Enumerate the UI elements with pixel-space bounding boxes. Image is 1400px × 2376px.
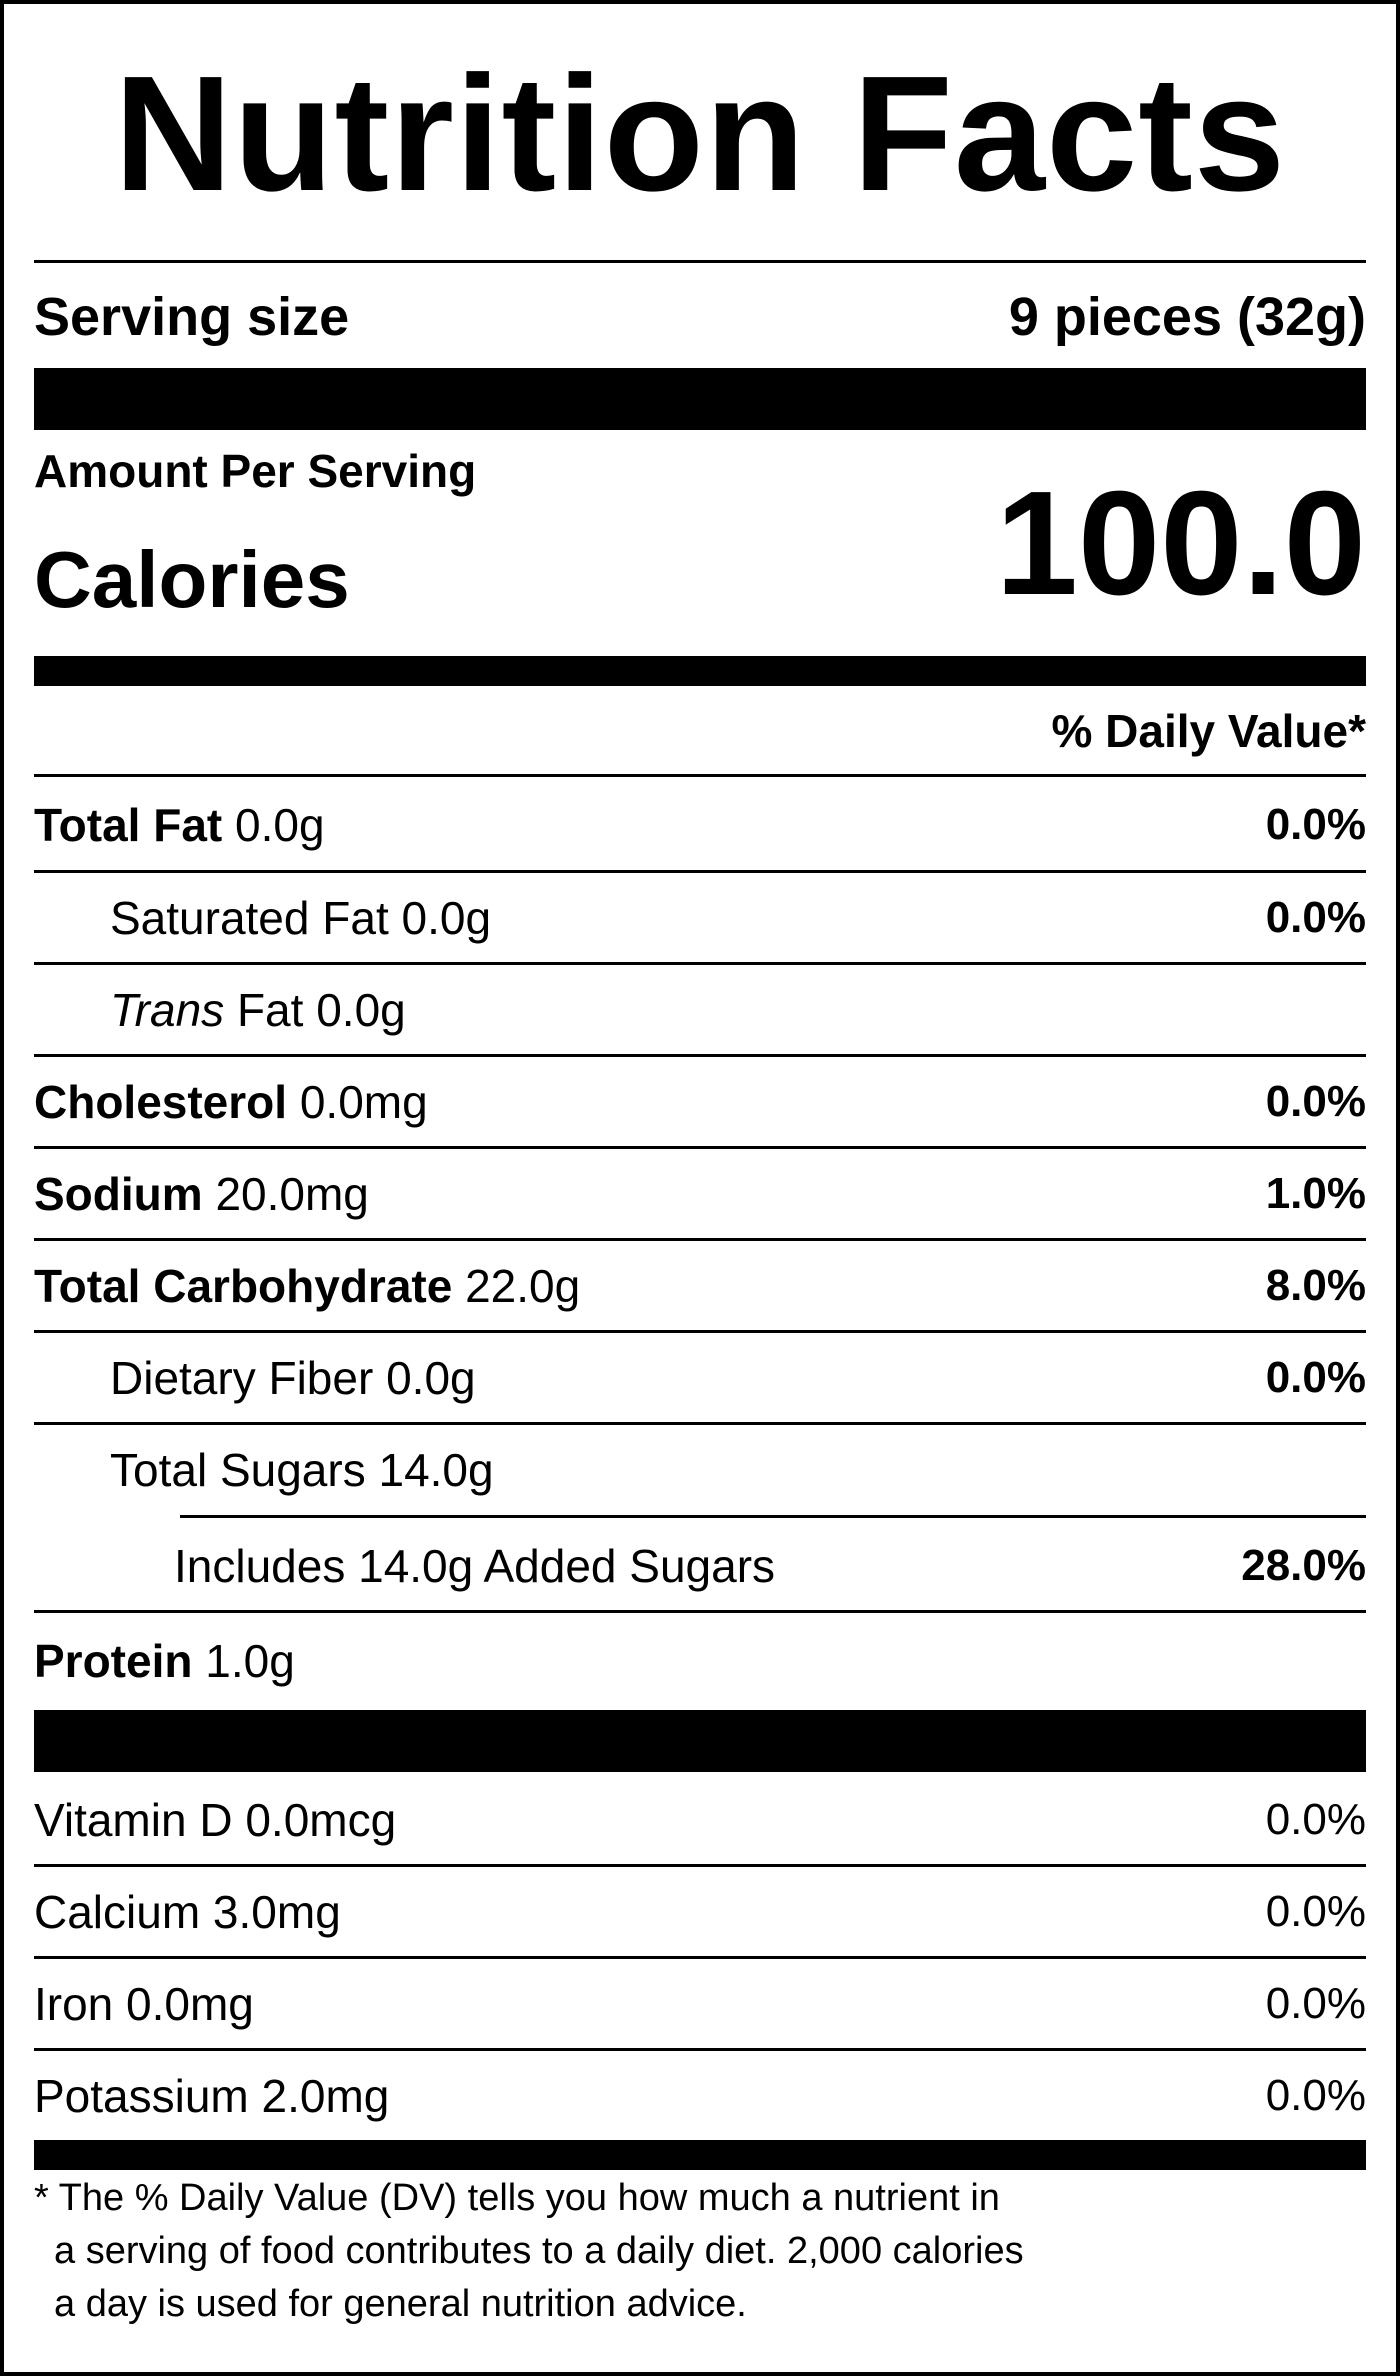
divider xyxy=(34,1864,1366,1867)
nutrient-name: Trans xyxy=(110,984,225,1036)
serving-size-row: Serving size 9 pieces (32g) xyxy=(34,272,1366,362)
vitamin-row-vitamin-d: Vitamin D 0.0mcg 0.0% xyxy=(34,1775,1366,1865)
medium-divider xyxy=(34,2140,1366,2170)
nutrient-name-suffix: Fat xyxy=(236,984,304,1036)
nutrient-row-added-sugars: Includes 14.0g Added Sugars 28.0% xyxy=(34,1521,1366,1611)
nutrient-name: Dietary Fiber xyxy=(110,1352,374,1404)
serving-size-value: 9 pieces (32g) xyxy=(1008,287,1366,347)
nutrient-amount: 0.0g xyxy=(386,1352,476,1404)
vitamin-dv: 0.0% xyxy=(1265,1887,1366,1936)
nutrient-row-total-carbohydrate: Total Carbohydrate 22.0g 8.0% xyxy=(34,1241,1366,1331)
vitamin-row-iron: Iron 0.0mg 0.0% xyxy=(34,1959,1366,2049)
vitamin-text: Calcium 3.0mg xyxy=(34,1886,341,1938)
nutrient-row-cholesterol: Cholesterol 0.0mg 0.0% xyxy=(34,1057,1366,1147)
divider xyxy=(34,870,1366,873)
nutrient-name: Sodium xyxy=(34,1168,203,1220)
nutrient-name: Total Carbohydrate xyxy=(34,1260,453,1312)
footnote-line: a day is used for general nutrition advi… xyxy=(54,2283,747,2325)
divider xyxy=(34,774,1366,777)
nutrient-amount: 0.0g xyxy=(401,892,492,944)
nutrient-row-saturated-fat: Saturated Fat 0.0g 0.0% xyxy=(34,873,1366,963)
nutrient-amount: 1.0g xyxy=(205,1635,295,1687)
nutrient-name: Saturated Fat xyxy=(110,892,389,944)
divider xyxy=(34,1422,1366,1425)
nutrient-amount: 0.0mg xyxy=(299,1076,428,1128)
footnote: * The % Daily Value (DV) tells you how m… xyxy=(34,2172,1234,2331)
vitamin-dv: 0.0% xyxy=(1265,1979,1366,2028)
thick-divider xyxy=(34,1710,1366,1772)
daily-value-header: % Daily Value* xyxy=(1051,705,1367,757)
nutrient-dv: 1.0% xyxy=(1265,1169,1366,1218)
nutrient-row-total-fat: Total Fat 0.0g 0.0% xyxy=(34,780,1366,870)
divider xyxy=(34,260,1366,263)
nutrient-amount: 22.0g xyxy=(465,1260,581,1312)
footnote-line: * The % Daily Value (DV) tells you how m… xyxy=(34,2177,1000,2219)
nutrient-text: Includes 14.0g Added Sugars xyxy=(174,1540,776,1592)
nutrient-name: Total Fat xyxy=(34,799,223,851)
calories-label: Calories xyxy=(34,535,350,624)
vitamin-row-calcium: Calcium 3.0mg 0.0% xyxy=(34,1867,1366,1957)
vitamin-text: Vitamin D 0.0mcg xyxy=(34,1794,397,1846)
divider xyxy=(34,1610,1366,1613)
nutrient-dv: 28.0% xyxy=(1241,1541,1366,1590)
nutrient-row-sodium: Sodium 20.0mg 1.0% xyxy=(34,1149,1366,1239)
nutrient-dv: 0.0% xyxy=(1265,1353,1366,1402)
vitamin-row-potassium: Potassium 2.0mg 0.0% xyxy=(34,2051,1366,2141)
nutrient-dv: 0.0% xyxy=(1265,800,1366,849)
divider xyxy=(34,1238,1366,1241)
nutrient-amount: 14.0g xyxy=(378,1444,494,1496)
footnote-line: a serving of food contributes to a daily… xyxy=(54,2230,1024,2272)
divider xyxy=(180,1515,1366,1518)
nutrient-amount: 0.0g xyxy=(316,984,406,1036)
vitamin-text: Potassium 2.0mg xyxy=(34,2070,390,2122)
divider xyxy=(34,1330,1366,1333)
nutrient-dv: 0.0% xyxy=(1265,893,1366,942)
label-title: Nutrition Facts xyxy=(113,42,1287,225)
divider xyxy=(34,1146,1366,1149)
nutrient-name: Cholesterol xyxy=(34,1076,288,1128)
nutrient-name: Protein xyxy=(34,1635,193,1687)
thick-divider xyxy=(34,368,1366,430)
medium-divider xyxy=(34,656,1366,686)
calories-value: 100.0 xyxy=(995,461,1366,626)
nutrient-name: Total Sugars xyxy=(110,1444,366,1496)
nutrient-row-dietary-fiber: Dietary Fiber 0.0g 0.0% xyxy=(34,1333,1366,1423)
vitamin-dv: 0.0% xyxy=(1265,2071,1366,2120)
nutrient-amount: 0.0g xyxy=(235,799,325,851)
nutrient-dv: 0.0% xyxy=(1265,1077,1366,1126)
divider xyxy=(34,1054,1366,1057)
divider xyxy=(34,962,1366,965)
nutrient-amount: 20.0mg xyxy=(215,1168,369,1220)
nutrient-row-trans-fat: Trans Fat 0.0g xyxy=(34,965,1366,1055)
nutrient-row-total-sugars: Total Sugars 14.0g xyxy=(34,1425,1366,1515)
serving-size-label: Serving size xyxy=(34,287,350,347)
vitamin-dv: 0.0% xyxy=(1265,1795,1366,1844)
nutrient-row-protein: Protein 1.0g xyxy=(34,1616,1366,1706)
nutrient-dv: 8.0% xyxy=(1265,1261,1366,1310)
amount-per-serving: Amount Per Serving xyxy=(34,445,477,497)
divider xyxy=(34,2048,1366,2051)
vitamin-text: Iron 0.0mg xyxy=(34,1978,254,2030)
divider xyxy=(34,1956,1366,1959)
